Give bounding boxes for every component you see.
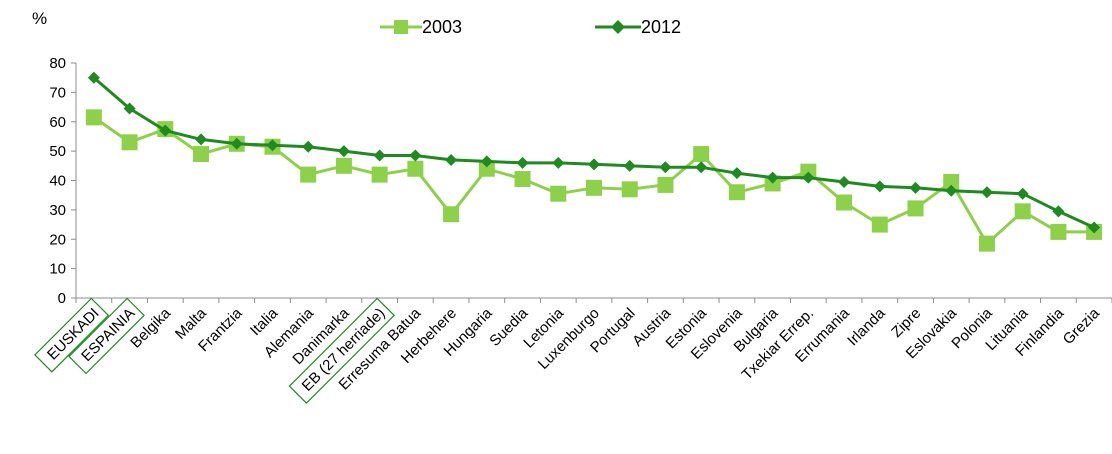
y-tick-label: 20	[49, 231, 66, 248]
data-point-2003-eslovakia	[943, 173, 960, 190]
legend-marker-2003	[394, 20, 408, 34]
data-point-2003-finlandia	[1050, 223, 1067, 240]
data-point-2012-txekiar-errep	[802, 171, 815, 184]
data-point-2012-belgika	[159, 124, 172, 137]
data-point-2012-herbehere	[445, 153, 458, 166]
data-point-2012-suedia	[516, 156, 529, 169]
series-layer	[85, 71, 1103, 252]
data-point-2003-alemania	[300, 166, 317, 183]
data-point-2003-eslovenia	[728, 184, 745, 201]
category-label-grezia: Grezia	[1060, 304, 1104, 348]
legend-item-2012: 2012	[595, 17, 681, 37]
y-tick-label: 40	[49, 173, 66, 190]
y-tick-label: 70	[49, 84, 66, 101]
data-point-2003-malta	[193, 146, 210, 163]
data-point-2003-lituania	[1014, 203, 1031, 220]
data-point-2012-portugal	[623, 159, 636, 172]
data-point-2003-espainia	[121, 134, 138, 151]
data-point-2012-zipre	[909, 181, 922, 194]
data-point-2012-eb-27-herriade	[373, 149, 386, 162]
data-point-2012-bulgaria	[766, 171, 779, 184]
highlight-box-espainia	[68, 297, 145, 375]
data-point-2012-estonia	[695, 161, 708, 174]
data-point-2003-erresuma-batua	[407, 160, 424, 177]
data-point-2012-alemania	[302, 140, 315, 153]
y-axis-unit-label: %	[32, 9, 47, 28]
y-tick-label: 60	[49, 114, 66, 131]
category-label-irlanda: Irlanda	[844, 304, 889, 349]
y-tick-label: 10	[49, 261, 66, 278]
data-point-2003-portugal	[621, 181, 638, 198]
y-tick-label: 80	[49, 55, 66, 72]
data-point-2012-letonia	[552, 156, 565, 169]
data-point-2012-eslovakia	[945, 184, 958, 197]
data-point-2012-grezia	[1088, 221, 1101, 234]
data-point-2012-espainia	[123, 102, 136, 115]
y-tick-label: 50	[49, 143, 66, 160]
data-point-2012-finlandia	[1052, 205, 1065, 218]
data-point-2003-eb-27-herriade	[371, 166, 388, 183]
legend-label-2012: 2012	[641, 17, 681, 37]
data-point-2012-polonia	[980, 186, 993, 199]
data-point-2003-herbehere	[443, 206, 460, 223]
data-point-2012-errumania	[838, 175, 851, 188]
data-point-2003-austria	[657, 176, 674, 193]
data-point-2012-austria	[659, 161, 672, 174]
legend: 2003 2012	[380, 17, 681, 37]
series-2003	[85, 109, 1103, 252]
data-point-2003-zipre	[907, 200, 924, 217]
category-label-belgika: Belgika	[127, 304, 174, 351]
data-point-2012-luxenburgo	[588, 158, 600, 171]
highlight-box-eb-27-herriade	[288, 297, 395, 404]
data-point-2003-suedia	[514, 171, 531, 188]
data-point-2012-irlanda	[873, 180, 886, 193]
data-point-2003-luxenburgo	[586, 179, 602, 196]
legend-marker-2012	[611, 20, 625, 34]
data-point-2012-erresuma-batua	[409, 149, 422, 162]
data-point-2003-euskadi	[85, 109, 102, 126]
y-tick-label: 0	[58, 290, 66, 307]
data-point-2012-euskadi	[87, 71, 100, 84]
series-line-2012	[92, 76, 1095, 229]
data-point-2003-polonia	[978, 235, 995, 252]
legend-item-2003: 2003	[380, 17, 462, 37]
data-point-2012-hungaria	[480, 155, 493, 168]
data-point-2003-estonia	[693, 146, 710, 163]
highlight-box-euskadi	[34, 297, 110, 373]
axes: 0 10 20 30 40 50 60 70 80	[49, 55, 1112, 307]
data-point-2003-hungaria	[478, 160, 495, 177]
data-point-2012-frantzia	[230, 137, 243, 150]
data-point-2003-errumania	[836, 194, 853, 211]
data-point-2003-danimarka	[335, 157, 352, 174]
data-point-2012-italia	[266, 139, 279, 152]
data-point-2012-danimarka	[337, 145, 350, 158]
series-2012	[87, 71, 1101, 234]
data-point-2003-irlanda	[871, 216, 888, 233]
data-point-2012-malta	[195, 133, 208, 146]
legend-label-2003: 2003	[422, 17, 462, 37]
y-tick-label: 30	[49, 202, 66, 219]
data-point-2012-eslovenia	[730, 167, 743, 180]
data-point-2012-lituania	[1016, 187, 1029, 200]
data-point-2003-letonia	[550, 185, 567, 202]
